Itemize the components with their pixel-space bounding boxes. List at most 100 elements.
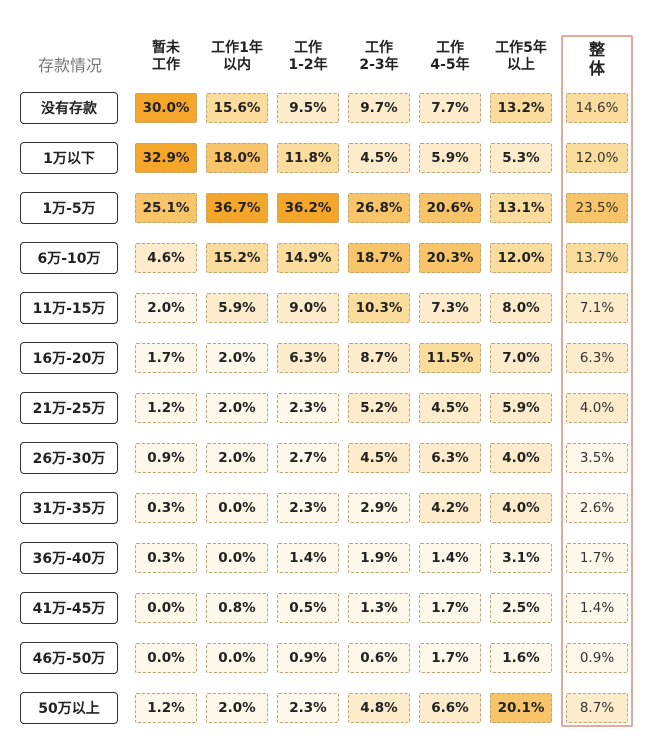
table-cell: 5.3% (490, 143, 552, 173)
table-cell: 5.9% (490, 393, 552, 423)
table-cell: 0.0% (206, 493, 268, 523)
table-cell: 4.0% (490, 443, 552, 473)
table-cell: 4.5% (348, 143, 410, 173)
row-label: 41万-45万 (20, 592, 118, 624)
table-cell: 0.9% (566, 643, 628, 673)
table-cell: 0.0% (135, 593, 197, 623)
table-cell: 1.4% (419, 543, 481, 573)
table-cell: 15.6% (206, 93, 268, 123)
table-cell: 1.7% (566, 543, 628, 573)
column-header-1: 工作1年 以内 (204, 40, 270, 74)
table-cell: 12.0% (490, 243, 552, 273)
column-header-line: 工作5年 (495, 40, 547, 56)
table-cell: 11.5% (419, 343, 481, 373)
table-cell: 6.3% (566, 343, 628, 373)
table-cell: 13.2% (490, 93, 552, 123)
table-cell: 0.0% (206, 543, 268, 573)
column-header-line: 暂未 (152, 40, 180, 56)
table-cell: 4.5% (419, 393, 481, 423)
table-cell: 11.8% (277, 143, 339, 173)
column-header-line: 2-3年 (359, 57, 399, 73)
column-header-6: 整体 (564, 40, 630, 78)
table-cell: 1.7% (419, 643, 481, 673)
column-header-line: 工作 (365, 40, 393, 56)
table-cell: 23.5% (566, 193, 628, 223)
table-cell: 2.6% (566, 493, 628, 523)
column-header-line: 以内 (223, 57, 251, 73)
table-cell: 0.5% (277, 593, 339, 623)
table-cell: 0.9% (135, 443, 197, 473)
table-cell: 8.0% (490, 293, 552, 323)
table-cell: 1.4% (277, 543, 339, 573)
row-label: 46万-50万 (20, 642, 118, 674)
table-cell: 5.9% (206, 293, 268, 323)
table-cell: 2.7% (277, 443, 339, 473)
table-cell: 5.2% (348, 393, 410, 423)
table-cell: 2.5% (490, 593, 552, 623)
table-cell: 7.3% (419, 293, 481, 323)
table-cell: 8.7% (348, 343, 410, 373)
table-cell: 1.3% (348, 593, 410, 623)
table-cell: 7.7% (419, 93, 481, 123)
row-label: 6万-10万 (20, 242, 118, 274)
table-cell: 3.5% (566, 443, 628, 473)
table-cell: 0.3% (135, 493, 197, 523)
table-cell: 36.2% (277, 193, 339, 223)
column-header-5: 工作5年 以上 (488, 40, 554, 74)
table-cell: 20.6% (419, 193, 481, 223)
table-cell: 6.3% (419, 443, 481, 473)
table-cell: 2.0% (135, 293, 197, 323)
column-header-line: 体 (588, 59, 605, 78)
table-cell: 18.0% (206, 143, 268, 173)
table-cell: 9.7% (348, 93, 410, 123)
table-cell: 1.9% (348, 543, 410, 573)
row-label: 没有存款 (20, 92, 118, 124)
table-cell: 0.0% (206, 643, 268, 673)
table-cell: 4.0% (566, 393, 628, 423)
column-header-4: 工作 4-5年 (417, 40, 483, 74)
table-cell: 6.3% (277, 343, 339, 373)
table-cell: 8.7% (566, 693, 628, 723)
row-label: 26万-30万 (20, 442, 118, 474)
column-header-line: 工作1年 (211, 40, 263, 56)
column-header-line: 以上 (507, 57, 535, 73)
table-cell: 2.0% (206, 393, 268, 423)
column-header-line: 工作 (294, 40, 322, 56)
table-cell: 20.3% (419, 243, 481, 273)
table-cell: 13.7% (566, 243, 628, 273)
table-cell: 15.2% (206, 243, 268, 273)
row-label: 21万-25万 (20, 392, 118, 424)
table-cell: 1.4% (566, 593, 628, 623)
column-header-line: 1-2年 (288, 57, 328, 73)
column-header-line: 工作 (436, 40, 464, 56)
table-cell: 4.0% (490, 493, 552, 523)
table-cell: 0.8% (206, 593, 268, 623)
table-cell: 32.9% (135, 143, 197, 173)
row-label: 36万-40万 (20, 542, 118, 574)
table-cell: 1.2% (135, 393, 197, 423)
row-label: 16万-20万 (20, 342, 118, 374)
table-cell: 30.0% (135, 93, 197, 123)
table-cell: 14.6% (566, 93, 628, 123)
table-cell: 1.7% (419, 593, 481, 623)
table-cell: 6.6% (419, 693, 481, 723)
table-cell: 1.6% (490, 643, 552, 673)
table-cell: 2.3% (277, 493, 339, 523)
table-cell: 1.7% (135, 343, 197, 373)
row-label: 50万以上 (20, 692, 118, 724)
table-cell: 4.6% (135, 243, 197, 273)
table-cell: 0.3% (135, 543, 197, 573)
table-cell: 2.9% (348, 493, 410, 523)
table-cell: 7.1% (566, 293, 628, 323)
overall-column-frame (561, 35, 633, 727)
table-cell: 0.6% (348, 643, 410, 673)
table-cell: 0.9% (277, 643, 339, 673)
table-cell: 20.1% (490, 693, 552, 723)
table-cell: 2.3% (277, 693, 339, 723)
table-cell: 3.1% (490, 543, 552, 573)
row-label: 31万-35万 (20, 492, 118, 524)
table-cell: 7.0% (490, 343, 552, 373)
row-label: 1万以下 (20, 142, 118, 174)
table-cell: 18.7% (348, 243, 410, 273)
column-header-line: 整 (588, 40, 605, 59)
